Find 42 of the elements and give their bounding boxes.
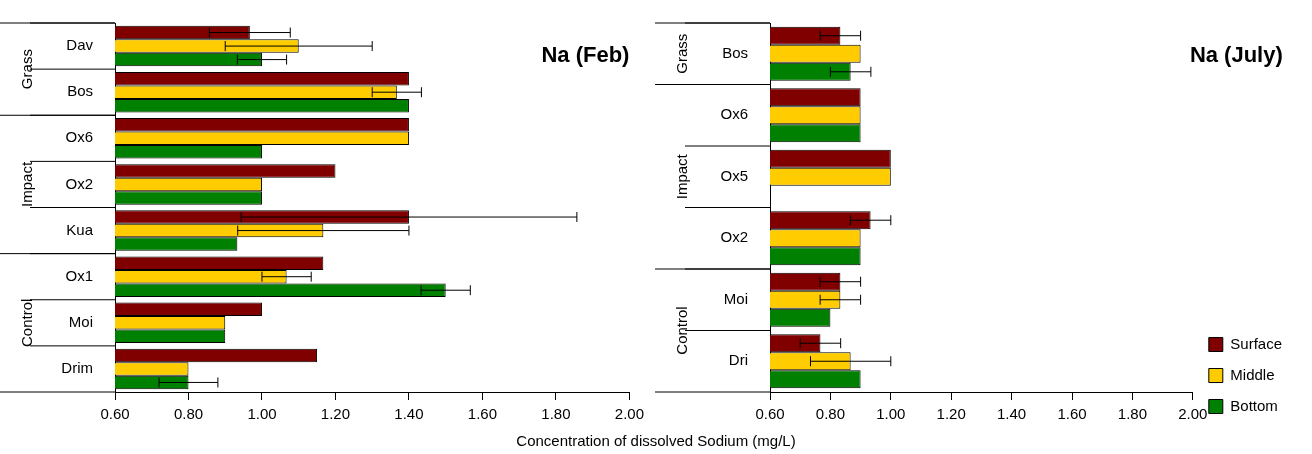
y-tick-label: Bos — [67, 82, 93, 100]
x-tick-label: 2.00 — [614, 405, 644, 423]
text: Control — [18, 298, 36, 347]
legend-label: Middle — [1230, 365, 1275, 383]
y-tick-label: Drim — [61, 359, 93, 377]
y-tick-label: Moi — [723, 289, 748, 307]
x-tick-label: 0.60 — [755, 405, 785, 423]
x-tick-label: 1.60 — [1057, 405, 1087, 423]
x-tick-label: 0.80 — [815, 405, 845, 423]
y-tick-label: Ox6 — [720, 105, 748, 123]
x-tick-label: 1.80 — [541, 405, 571, 423]
x-tick-label: 1.00 — [247, 405, 277, 423]
y-tick-label: Dav — [66, 36, 94, 54]
legend-label: Surface — [1230, 334, 1283, 352]
text: Impact — [18, 161, 36, 207]
text: Control — [673, 306, 691, 355]
y-tick-label: Ox1 — [65, 266, 93, 284]
y-tick-label: Ox2 — [720, 228, 748, 246]
x-tick-label: 2.00 — [1178, 405, 1208, 423]
y-tick-label: Ox2 — [65, 174, 93, 192]
x-tick-label: 1.80 — [1117, 405, 1148, 423]
x-tick-label: 1.00 — [876, 405, 906, 423]
x-tick-label: 1.40 — [394, 405, 424, 423]
x-tick-label: 1.20 — [936, 405, 966, 423]
x-tick-label: 0.60 — [100, 405, 130, 423]
legend-label: Bottom — [1230, 396, 1278, 414]
y-tick-label: Dri — [728, 351, 748, 369]
text: Grass — [673, 33, 691, 74]
y-tick-label: Ox5 — [720, 166, 748, 184]
x-axis-title: Concentration of dissolved Sodium (mg/L) — [515, 432, 797, 449]
text: Na (Feb) — [541, 42, 630, 68]
y-tick-label: Ox6 — [65, 128, 93, 146]
y-tick-label: Bos — [722, 43, 748, 61]
x-tick-label: 1.20 — [320, 405, 351, 423]
text: Grass — [18, 49, 36, 90]
text: Na (July) — [1189, 42, 1283, 68]
x-tick-label: 1.60 — [467, 405, 498, 423]
x-tick-label: 0.80 — [173, 405, 204, 423]
y-tick-label: Kua — [66, 220, 94, 238]
text: Impact — [673, 153, 691, 200]
y-tick-label: Moi — [68, 312, 93, 330]
x-tick-label: 1.40 — [997, 405, 1027, 423]
